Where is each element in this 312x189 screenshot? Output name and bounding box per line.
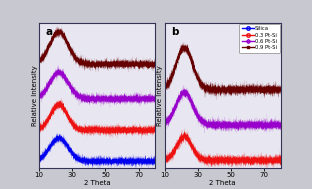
- Text: a: a: [46, 27, 53, 37]
- X-axis label: 2 Theta: 2 Theta: [84, 180, 110, 186]
- Y-axis label: Relative Intensity: Relative Intensity: [32, 65, 38, 126]
- X-axis label: 2 Theta: 2 Theta: [209, 180, 236, 186]
- Legend: Silica, 0.3 Pt-Si, 0.6 Pt-Si, 0.9 Pt-Si: Silica, 0.3 Pt-Si, 0.6 Pt-Si, 0.9 Pt-Si: [239, 24, 280, 53]
- Text: b: b: [172, 27, 179, 37]
- Y-axis label: Relative Intensity: Relative Intensity: [157, 65, 163, 126]
